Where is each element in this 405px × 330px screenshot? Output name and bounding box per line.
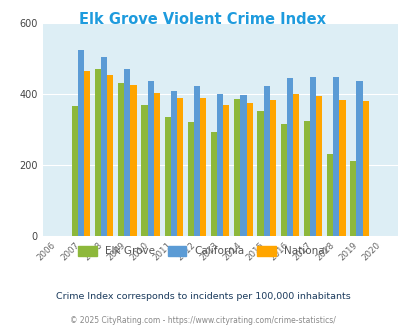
Bar [200,98,206,236]
Bar [164,117,171,236]
Bar [269,100,275,236]
Bar [356,81,362,236]
Bar [223,105,229,236]
Bar [280,124,286,236]
Bar [95,69,101,236]
Bar [153,93,160,236]
Bar [234,99,240,236]
Bar [107,75,113,236]
Bar [84,71,90,236]
Bar [217,94,223,236]
Bar [78,50,84,236]
Bar [292,94,298,236]
Bar [315,96,322,236]
Bar [72,107,78,236]
Bar [246,103,252,236]
Bar [362,102,368,236]
Bar [141,105,147,236]
Bar [124,69,130,236]
Bar [263,86,269,236]
Bar [177,98,183,236]
Bar [171,90,177,236]
Bar [118,83,124,236]
Bar [286,79,292,236]
Bar [101,57,107,236]
Bar [211,132,217,236]
Bar [240,95,246,236]
Bar [309,77,315,236]
Text: © 2025 CityRating.com - https://www.cityrating.com/crime-statistics/: © 2025 CityRating.com - https://www.city… [70,316,335,325]
Legend: Elk Grove, California, National: Elk Grove, California, National [74,242,331,260]
Bar [194,86,200,236]
Bar [130,85,136,236]
Bar [188,122,194,236]
Bar [350,161,356,236]
Bar [257,111,263,236]
Text: Crime Index corresponds to incidents per 100,000 inhabitants: Crime Index corresponds to incidents per… [55,292,350,301]
Bar [303,121,309,236]
Bar [333,77,339,236]
Bar [147,81,153,236]
Bar [326,154,333,236]
Text: Elk Grove Violent Crime Index: Elk Grove Violent Crime Index [79,12,326,26]
Bar [339,100,345,236]
